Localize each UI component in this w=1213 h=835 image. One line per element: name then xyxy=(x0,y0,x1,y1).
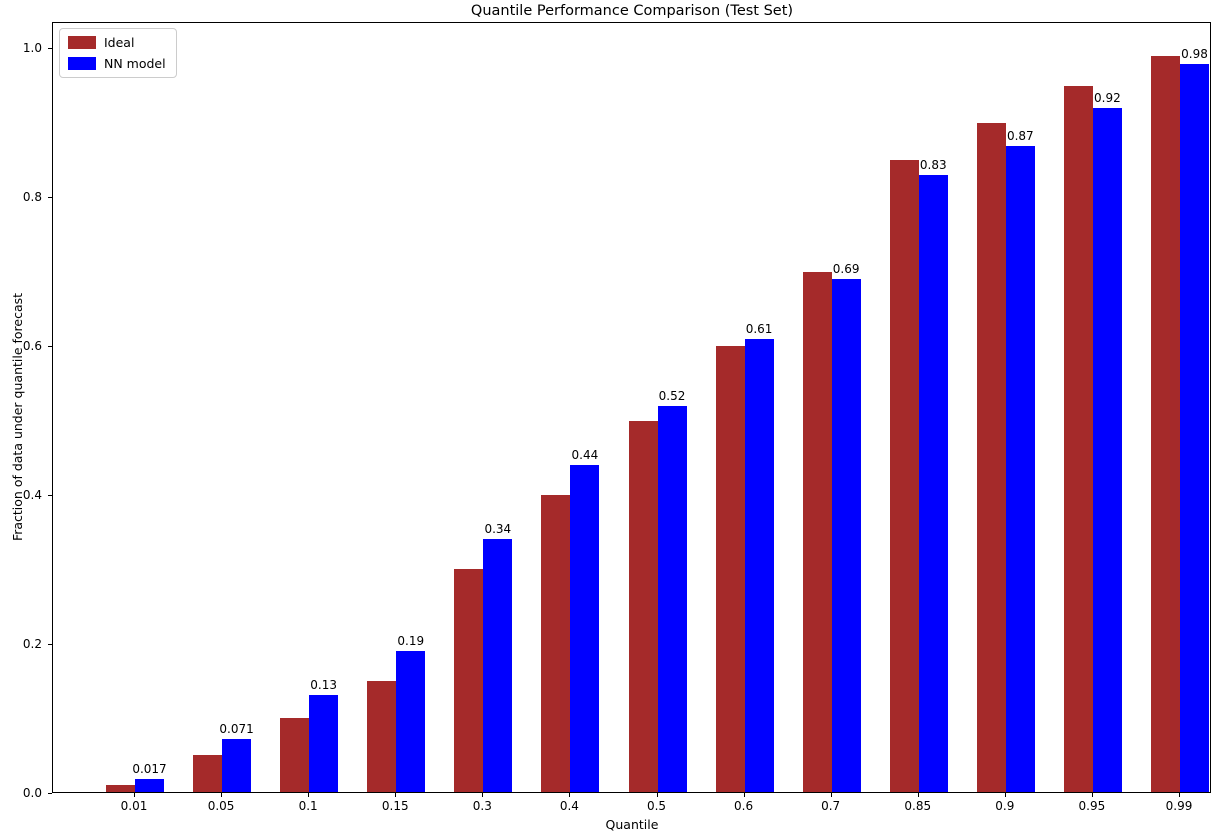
bar-nn-model xyxy=(1092,108,1122,792)
x-tick-mark xyxy=(221,793,223,797)
bar-value-label: 0.61 xyxy=(745,321,773,336)
legend-item-ideal: Ideal xyxy=(68,35,166,50)
x-tick-mark xyxy=(134,793,135,797)
x-tick-label: 0.9 xyxy=(995,799,1015,813)
legend: Ideal NN model xyxy=(59,28,177,78)
x-tick-mark xyxy=(308,793,310,797)
bar-ideal xyxy=(628,420,658,792)
y-tick-mark xyxy=(48,495,52,497)
y-tick-mark xyxy=(48,197,52,199)
x-tick-mark xyxy=(1091,793,1093,797)
bar-value-label: 0.52 xyxy=(658,388,686,403)
x-tick-mark xyxy=(482,793,484,797)
bar-value-label: 0.017 xyxy=(132,762,167,777)
bar-nn-model xyxy=(657,405,687,792)
y-tick-label: 0.6 xyxy=(22,339,42,354)
bar-nn-model xyxy=(483,539,513,792)
y-tick-mark xyxy=(48,48,52,50)
bar-value-label: 0.87 xyxy=(1006,128,1034,143)
y-tick-label: 0.2 xyxy=(22,637,42,651)
bar-value-label: 0.83 xyxy=(919,158,947,173)
bar-value-label: 0.34 xyxy=(484,522,512,537)
bar-ideal xyxy=(1063,86,1093,792)
x-tick-mark xyxy=(569,793,571,797)
y-tick-label: 0.4 xyxy=(22,488,42,503)
bar-nn-model xyxy=(918,175,948,792)
bar-nn-model xyxy=(309,695,339,792)
legend-label-ideal: Ideal xyxy=(104,35,135,50)
bar-nn-model xyxy=(831,279,861,792)
x-tick-mark xyxy=(395,793,397,797)
bar-ideal xyxy=(1151,56,1180,792)
y-tick-mark xyxy=(48,644,52,645)
x-tick-label: 0.99 xyxy=(1165,799,1193,813)
bar-ideal xyxy=(280,717,310,792)
y-tick-label: 1.0 xyxy=(22,41,42,56)
x-tick-label: 0.15 xyxy=(381,799,409,813)
bar-ideal xyxy=(889,160,919,792)
bar-nn-model xyxy=(396,650,426,792)
bar-value-label: 0.44 xyxy=(571,448,599,463)
x-axis-label: Quantile xyxy=(605,817,659,832)
bar-ideal xyxy=(454,569,484,792)
x-tick-label: 0.1 xyxy=(298,799,318,813)
bar-ideal xyxy=(193,754,223,792)
x-tick-label: 0.95 xyxy=(1078,799,1106,813)
x-tick-label: 0.01 xyxy=(120,799,148,813)
bar-ideal xyxy=(367,680,397,792)
bar-nn-model xyxy=(1005,145,1035,792)
bar-ideal xyxy=(541,494,571,792)
bar-nn-model xyxy=(222,739,252,792)
x-tick-mark xyxy=(830,793,832,797)
bar-ideal xyxy=(106,784,135,792)
legend-item-nn-model: NN model xyxy=(68,56,166,71)
bar-ideal xyxy=(802,271,832,792)
bar-nn-model xyxy=(744,338,774,792)
y-axis-label: Fraction of data under quantile forecast xyxy=(10,292,25,542)
bar-nn-model xyxy=(570,465,600,792)
x-tick-label: 0.05 xyxy=(207,799,235,813)
bar-value-label: 0.92 xyxy=(1094,91,1121,106)
x-tick-mark xyxy=(1004,793,1006,797)
x-tick-label: 0.4 xyxy=(559,799,579,813)
bar-value-label: 0.19 xyxy=(397,633,425,648)
plot-area: 0.017 0.071 0.13 0.19 0.34 0.44 0.52 0.61 0.69 0.… xyxy=(52,22,1211,793)
bar-ideal xyxy=(715,346,745,792)
x-tick-label: 0.6 xyxy=(734,799,754,813)
y-tick-mark xyxy=(48,793,52,794)
legend-swatch-ideal-icon xyxy=(68,36,96,49)
legend-label-nn-model: NN model xyxy=(104,56,166,71)
bar-nn-model xyxy=(1180,63,1209,792)
bar-value-label: 0.071 xyxy=(219,722,254,737)
chart-title: Quantile Performance Comparison (Test Se… xyxy=(470,3,794,19)
bar-value-label: 0.98 xyxy=(1181,46,1208,61)
x-tick-mark xyxy=(1179,793,1180,797)
bar-ideal xyxy=(976,123,1006,792)
x-tick-mark xyxy=(743,793,745,797)
y-tick-label: 0.0 xyxy=(22,786,42,800)
x-tick-label: 0.3 xyxy=(472,799,492,813)
x-tick-mark xyxy=(656,793,658,797)
x-tick-label: 0.85 xyxy=(904,799,932,813)
bar-value-label: 0.13 xyxy=(310,678,338,693)
y-tick-label: 0.8 xyxy=(22,190,42,205)
x-tick-label: 0.5 xyxy=(646,799,667,813)
legend-swatch-nn-model-icon xyxy=(68,57,96,70)
x-tick-label: 0.7 xyxy=(821,799,841,813)
y-tick-mark xyxy=(48,346,52,348)
x-tick-mark xyxy=(917,793,919,797)
bar-nn-model xyxy=(135,779,164,792)
bar-value-label: 0.69 xyxy=(832,262,860,277)
